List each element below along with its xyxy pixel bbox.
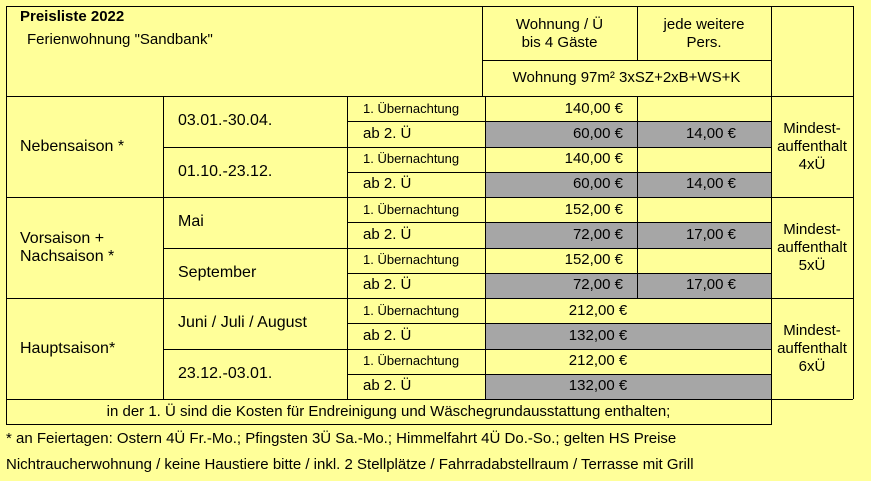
first-night-price: 152,00 € — [564, 200, 623, 218]
first-night-price: 140,00 € — [564, 150, 623, 168]
season-name: Hauptsaison* — [20, 339, 116, 357]
period-dates: Juni / Juli / August — [178, 314, 307, 332]
table-line — [771, 96, 772, 399]
extra-person-price: 14,00 € — [637, 121, 771, 147]
following-night-price: 132,00 € — [485, 373, 771, 399]
table-line — [6, 197, 853, 198]
table-line — [163, 349, 771, 350]
table-line — [6, 6, 854, 7]
table-line — [853, 6, 854, 399]
table-line — [6, 399, 853, 400]
table-line — [347, 273, 771, 274]
period-dates: September — [178, 263, 257, 281]
header-extra-person-col: jede weitere Pers. — [663, 16, 745, 51]
table-line — [163, 248, 771, 249]
table-line — [637, 96, 638, 197]
table-line — [347, 172, 771, 173]
footer-rules: Nichtraucherwohnung / keine Haustiere bi… — [6, 456, 694, 473]
following-night-label: ab 2. Ü — [363, 276, 412, 294]
first-night-price: 152,00 € — [564, 251, 623, 269]
table-line — [482, 6, 483, 96]
following-night-price: 72,00 € — [485, 222, 637, 248]
season-name: Vorsaison + Nachsaison * — [20, 229, 115, 265]
following-night-price: 60,00 € — [485, 121, 637, 147]
table-line — [482, 60, 771, 61]
following-night-label: ab 2. Ü — [363, 225, 412, 243]
table-subtitle: Ferienwohnung "Sandbank" — [27, 31, 213, 48]
table-line — [6, 6, 7, 425]
period-dates: 23.12.-03.01. — [178, 364, 273, 382]
extra-person-price: 17,00 € — [637, 272, 771, 298]
table-line — [6, 424, 772, 425]
table-line — [771, 6, 772, 96]
first-night-label: 1. Übernachtung — [363, 252, 460, 268]
table-line — [637, 197, 638, 298]
extra-person-price: 17,00 € — [637, 222, 771, 248]
following-night-price: 132,00 € — [485, 323, 771, 349]
following-night-label: ab 2. Ü — [363, 377, 412, 395]
table-line — [6, 298, 853, 299]
table-line — [485, 96, 486, 399]
period-dates: Mai — [178, 213, 204, 231]
first-night-price: 140,00 € — [564, 99, 623, 117]
table-line — [163, 96, 164, 399]
table-line — [637, 6, 638, 60]
table-line — [347, 121, 771, 122]
following-night-price: 60,00 € — [485, 171, 637, 197]
first-night-label: 1. Übernachtung — [363, 353, 460, 369]
first-night-price: 212,00 € — [568, 352, 628, 370]
table-line — [347, 96, 348, 399]
first-night-label: 1. Übernachtung — [363, 302, 460, 318]
min-stay: Mindest- auffenthalt 6xÜ — [777, 321, 847, 375]
extra-person-price: 14,00 € — [637, 171, 771, 197]
header-apartment-desc: Wohnung 97m² 3xSZ+2xB+WS+K — [512, 69, 741, 86]
table-line — [6, 96, 853, 97]
first-night-label: 1. Übernachtung — [363, 100, 460, 116]
following-night-label: ab 2. Ü — [363, 124, 412, 142]
table-line — [163, 147, 771, 148]
period-dates: 03.01.-30.04. — [178, 112, 273, 130]
season-name: Nebensaison * — [20, 137, 125, 155]
first-night-label: 1. Übernachtung — [363, 151, 460, 167]
table-line — [771, 399, 772, 424]
footer-holidays: * an Feiertagen: Ostern 4Ü Fr.-Mo.; Pfin… — [6, 430, 677, 447]
period-dates: 01.10.-23.12. — [178, 162, 273, 180]
min-stay: Mindest- auffenthalt 4xÜ — [777, 119, 847, 173]
table-note: in der 1. Ü sind die Kosten für Endreini… — [106, 402, 671, 420]
following-night-price: 72,00 € — [485, 272, 637, 298]
table-line — [347, 374, 771, 375]
table-line — [347, 222, 771, 223]
min-stay: Mindest- auffenthalt 5xÜ — [777, 220, 847, 274]
following-night-label: ab 2. Ü — [363, 326, 412, 344]
table-title: Preisliste 2022 — [20, 8, 125, 25]
first-night-label: 1. Übernachtung — [363, 201, 460, 217]
table-line — [347, 323, 771, 324]
following-night-label: ab 2. Ü — [363, 175, 412, 193]
header-apartment-col: Wohnung / Ü bis 4 Gäste — [515, 16, 604, 51]
first-night-price: 212,00 € — [568, 301, 628, 319]
